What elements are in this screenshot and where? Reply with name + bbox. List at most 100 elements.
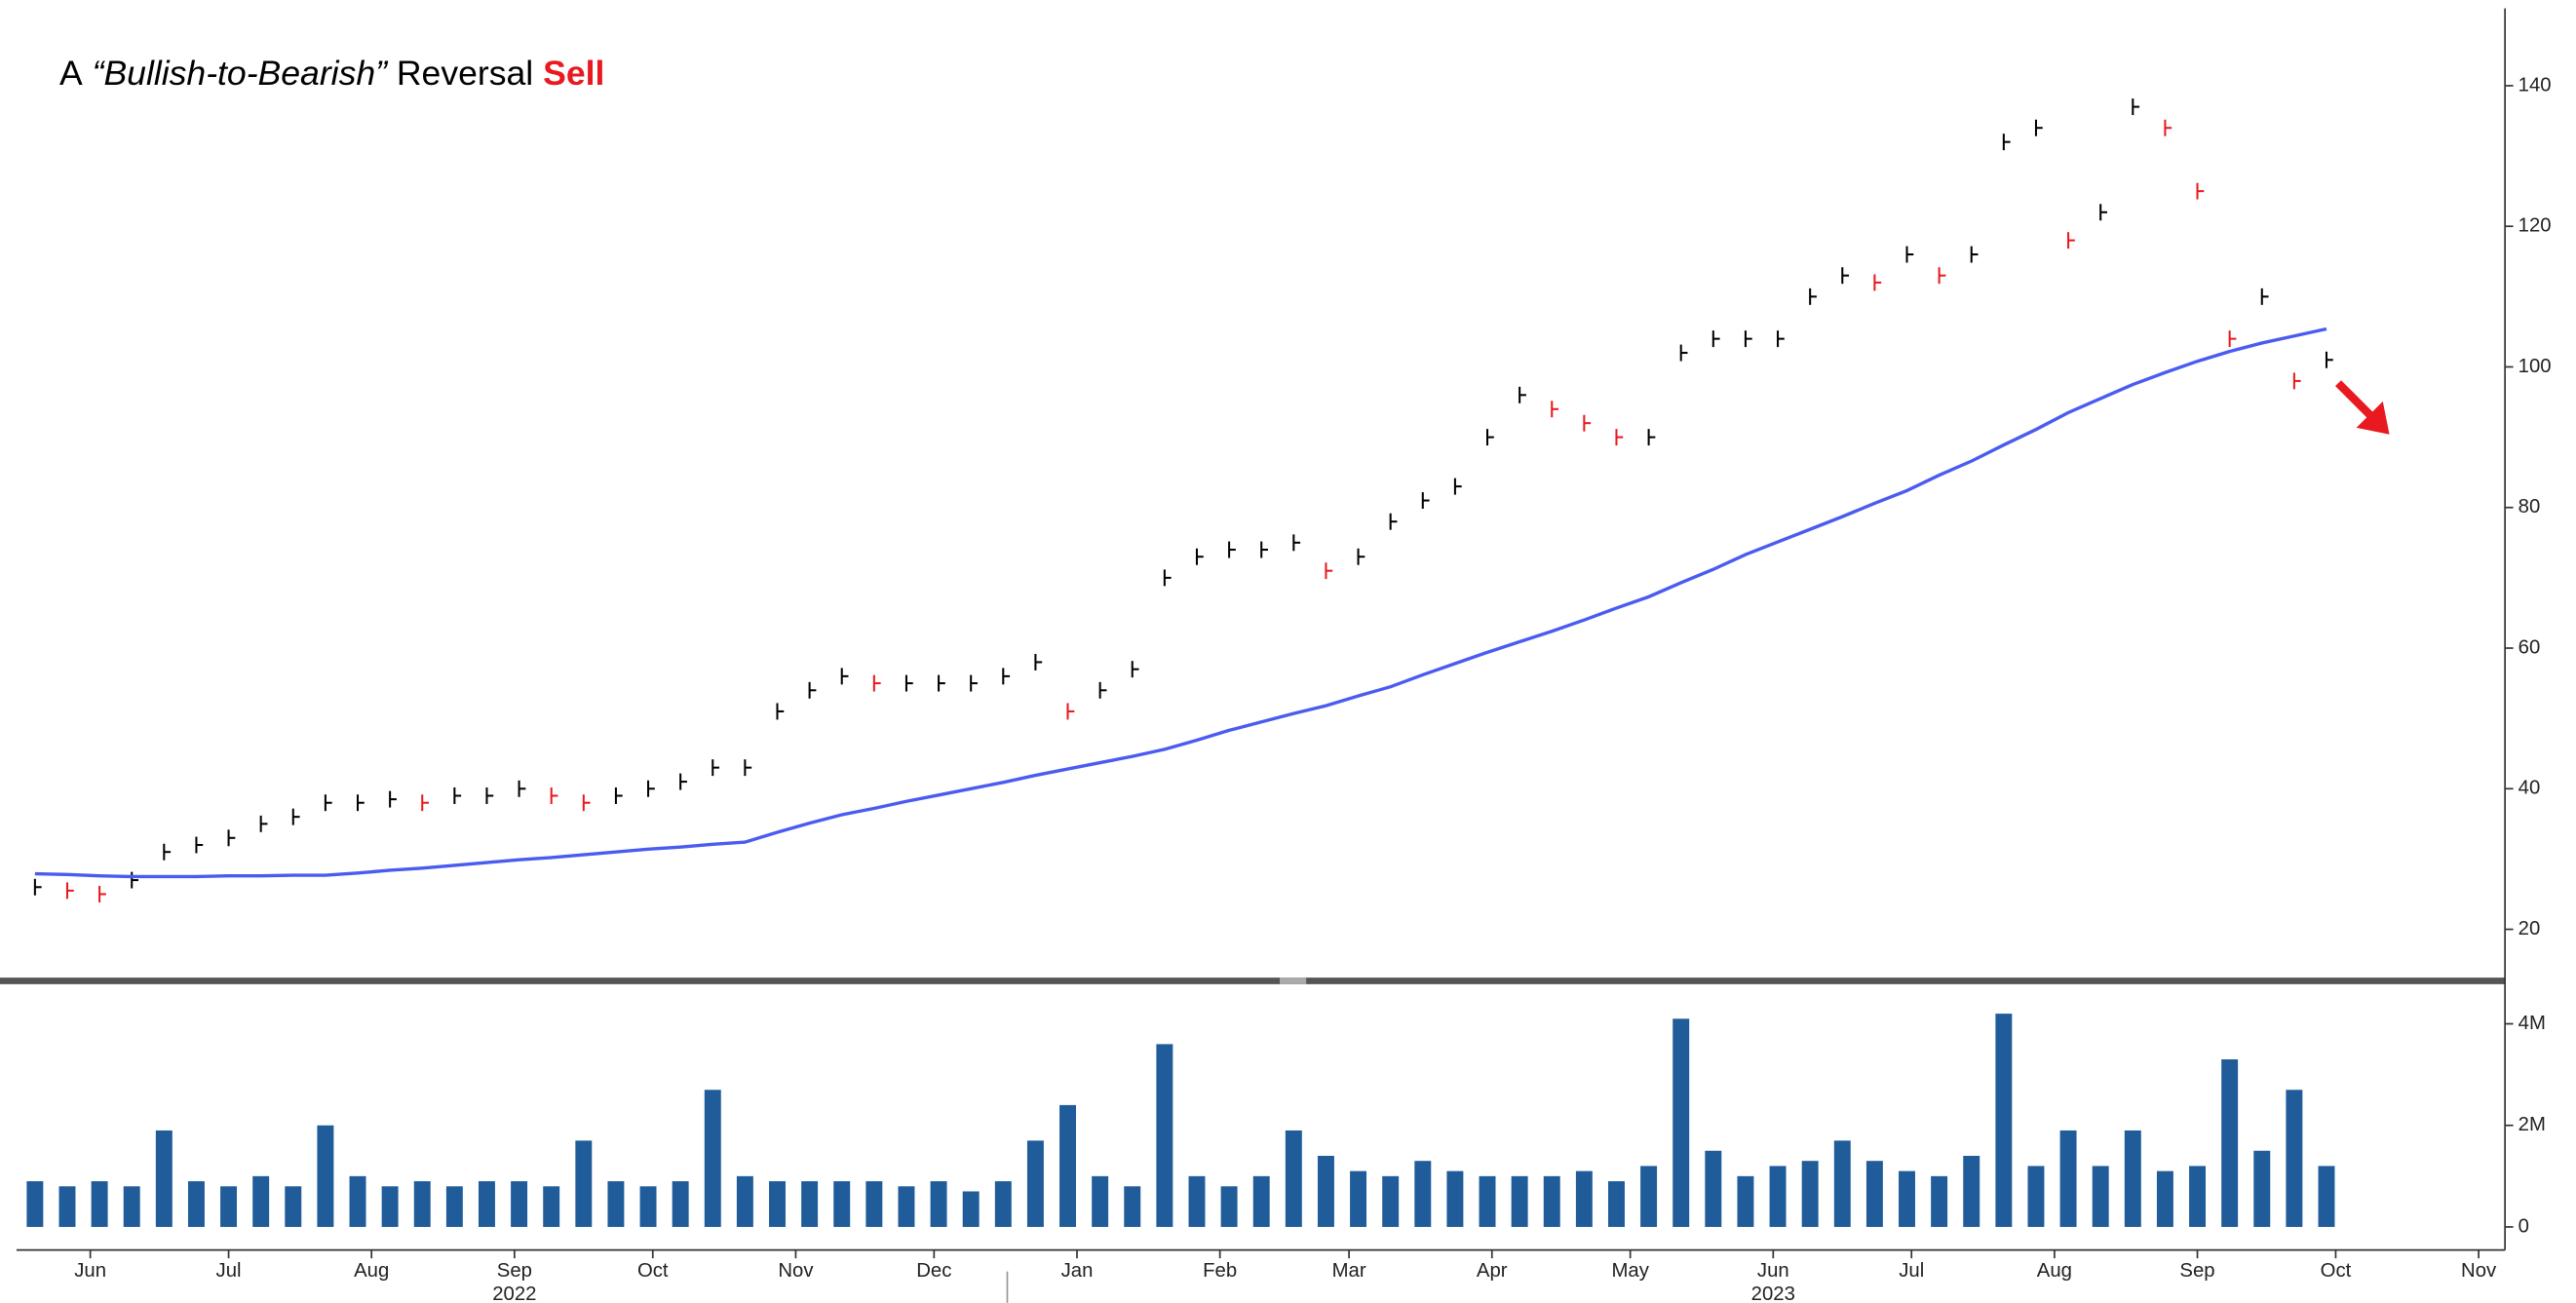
price-bar	[1711, 330, 1720, 348]
volume-bar	[607, 1181, 625, 1227]
volume-bar	[1865, 1161, 1883, 1227]
price-bar	[2228, 330, 2237, 348]
x-tick-label: Nov	[778, 1260, 814, 1282]
volume-bar	[1285, 1130, 1302, 1227]
price-bar	[1325, 562, 1333, 580]
price-bar	[1002, 668, 1011, 685]
volume-bar	[575, 1140, 593, 1227]
price-bar	[291, 808, 300, 825]
volume-bar	[639, 1186, 657, 1227]
price-bar	[1873, 274, 1882, 291]
volume-bar	[1963, 1156, 1980, 1227]
volume-bar	[2221, 1059, 2239, 1227]
price-bar	[1486, 429, 1494, 446]
volume-bar	[865, 1181, 883, 1227]
volume-bar	[155, 1130, 173, 1227]
price-bar	[1453, 478, 1462, 495]
volume-bar	[445, 1186, 463, 1227]
volume-bar	[1382, 1175, 1400, 1227]
price-bar	[744, 759, 752, 777]
volume-bar	[26, 1181, 44, 1227]
x-tick-label: Jul	[1899, 1260, 1924, 1282]
volume-bar	[1479, 1175, 1496, 1227]
x-tick-label: Jun	[1757, 1260, 1789, 1282]
price-bar	[163, 843, 172, 861]
price-bar	[647, 780, 655, 797]
volume-bar	[1833, 1140, 1851, 1227]
price-bar	[1034, 653, 1043, 671]
x-tick-label: Feb	[1203, 1260, 1237, 1282]
price-bar	[2260, 287, 2269, 305]
price-bar	[1841, 267, 1850, 285]
volume-bar	[187, 1181, 205, 1227]
volume-bar	[543, 1186, 560, 1227]
volume-bar	[413, 1181, 431, 1227]
price-bar	[1066, 703, 1075, 720]
y-tick-label: 120	[2518, 215, 2552, 237]
volume-bar	[736, 1175, 753, 1227]
volume-bar	[349, 1175, 366, 1227]
y-tick-label: 2M	[2518, 1114, 2546, 1135]
volume-bar	[1672, 1018, 1690, 1227]
arrow-shaft	[2335, 380, 2376, 421]
volume-bar	[898, 1186, 915, 1227]
volume-bar	[252, 1175, 270, 1227]
volume-bar	[1156, 1044, 1173, 1227]
price-bar	[389, 790, 397, 808]
price-bar	[2099, 204, 2107, 221]
volume-bar	[285, 1186, 302, 1227]
annotation-arrow	[2335, 380, 2390, 435]
y-tick-label: 4M	[2518, 1013, 2546, 1034]
price-bar	[1551, 401, 1559, 418]
price-bar	[98, 886, 106, 902]
price-bar	[227, 829, 236, 847]
price-bar	[2034, 119, 2043, 136]
price-bar	[421, 794, 430, 812]
price-bar	[808, 681, 817, 699]
y-tick-label: 100	[2518, 356, 2552, 377]
x-tick-label: Aug	[354, 1260, 389, 1282]
volume-bar	[2318, 1166, 2335, 1227]
x-tick-label: Oct	[637, 1260, 669, 1282]
volume-bar	[2253, 1150, 2271, 1227]
price-bar	[1195, 548, 1204, 565]
price-bar	[2067, 232, 2075, 249]
volume-bar	[2124, 1130, 2141, 1227]
volume-bar	[1092, 1175, 1109, 1227]
volume-bar	[58, 1186, 76, 1227]
price-bar	[1970, 246, 1979, 263]
price-bar	[518, 780, 526, 797]
volume-bar	[1931, 1175, 1948, 1227]
price-bar	[1777, 330, 1785, 348]
volume-bar	[1995, 1014, 2013, 1227]
price-bar	[131, 871, 138, 889]
title-quoted: “Bullish-to-Bearish”	[93, 54, 390, 93]
x-tick-label: Sep	[497, 1260, 532, 1282]
year-label: 2023	[1751, 1284, 1795, 1303]
x-tick-label: Jul	[216, 1260, 242, 1282]
volume-bar	[930, 1181, 947, 1227]
price-bar	[1421, 492, 1430, 510]
volume-bar	[1511, 1175, 1528, 1227]
price-bar	[1905, 246, 1914, 263]
price-bar	[324, 794, 332, 812]
volume-bar	[994, 1181, 1012, 1227]
volume-bar	[1640, 1166, 1658, 1227]
price-bar	[679, 773, 687, 790]
volume-bar	[672, 1181, 689, 1227]
y-tick-label: 140	[2518, 74, 2552, 96]
price-bar	[2292, 372, 2301, 390]
price-bar	[1389, 513, 1398, 530]
y-tick-label: 20	[2518, 918, 2541, 939]
volume-bar	[91, 1181, 108, 1227]
price-bar	[1098, 681, 1107, 699]
price-bar	[33, 878, 42, 896]
price-bar	[1647, 429, 1656, 446]
volume-bar	[2092, 1166, 2109, 1227]
moving-average-line	[34, 326, 2327, 879]
price-bar	[1292, 534, 1301, 552]
price-bar	[1809, 287, 1817, 305]
price-bar	[1519, 386, 1526, 403]
price-bar	[1744, 330, 1752, 348]
